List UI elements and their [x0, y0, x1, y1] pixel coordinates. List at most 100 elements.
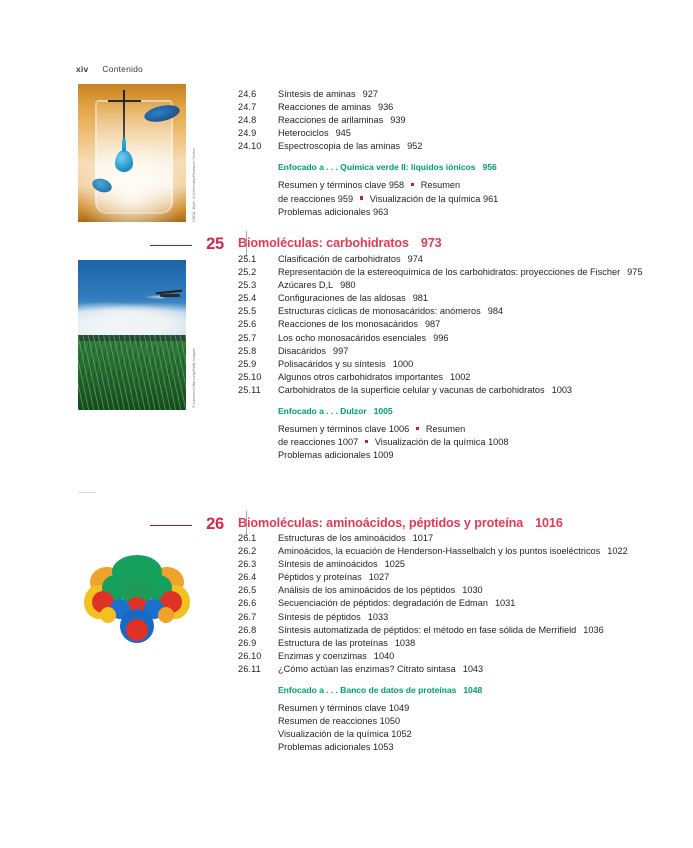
backmatter-line: Problemas adicionales 1009: [278, 449, 658, 462]
focus-on-box-25[interactable]: Enfocado a . . . Dulzor 1005: [278, 405, 658, 418]
entry-number: 26.2: [238, 546, 257, 557]
entry-title: Reacciones de los monosacáridos 987: [278, 319, 441, 330]
entry-number: 24.6: [238, 89, 257, 99]
summary-page: 1006: [388, 424, 410, 435]
toc-entry[interactable]: 26.3 Síntesis de aminoácidos 1025: [238, 558, 658, 571]
toc-entry[interactable]: 25.1 Clasificación de carbohidratos 974: [238, 253, 658, 266]
entry-page: 1040: [373, 650, 395, 661]
entry-title: Análisis de los aminoácidos de los pépti…: [278, 585, 483, 596]
focus-on-page: 956: [482, 162, 497, 173]
toc-entry[interactable]: 25.2 Representación de la estereoquímica…: [238, 266, 658, 279]
entry-number: 26.10: [238, 650, 262, 661]
visualization-label: Visualización de la química: [278, 729, 389, 740]
toc-entry[interactable]: 26.6 Secuenciación de péptidos: degradac…: [238, 597, 658, 610]
toc-entry[interactable]: 25.5 Estructuras cíclicas de monosacárid…: [238, 305, 658, 318]
entry-page: 945: [335, 128, 351, 139]
toc-entry[interactable]: 24.9 Heterociclos 945: [238, 127, 658, 140]
backmatter-line: de reacciones 959 Visualización de la qu…: [278, 193, 658, 206]
visualization-page: 1008: [488, 437, 509, 448]
entry-page: 1033: [367, 611, 389, 622]
problems-page: 1053: [373, 742, 394, 753]
entry-number: 25.10: [238, 371, 262, 382]
ribbon-segment: [126, 619, 148, 641]
chapter-page: 1016: [535, 516, 563, 530]
cane-blades-texture: [78, 335, 186, 410]
toc-entry[interactable]: 26.8 Síntesis automatizada de péptidos: …: [238, 624, 658, 637]
focus-on-box-24[interactable]: Enfocado a . . . Química verde II: líqui…: [278, 161, 658, 174]
summary-page: 1049: [388, 703, 410, 714]
entry-page: 1043: [462, 663, 484, 674]
entry-title: ¿Cómo actúan las enzimas? Citrato sintas…: [278, 663, 484, 674]
focus-on-box-26[interactable]: Enfocado a . . . Banco de datos de prote…: [278, 684, 658, 697]
entry-title: Polisacáridos y su síntesis 1000: [278, 358, 414, 369]
chapter-divider: [246, 231, 247, 257]
entry-title: Secuenciación de péptidos: degradación d…: [278, 598, 516, 609]
chapter-title: Biomoléculas: aminoácidos, péptidos y pr…: [238, 516, 563, 530]
bullet-square-icon: [359, 196, 364, 200]
toc-entry[interactable]: 24.8 Reacciones de arilaminas 939: [238, 114, 658, 127]
toc-entry[interactable]: 25.10 Algunos otros carbohidratos import…: [238, 371, 658, 384]
toc-entry[interactable]: 25.3 Azúcares D,L 980: [238, 279, 658, 292]
toc-entry[interactable]: 24.6 Síntesis de aminas 927: [238, 88, 658, 101]
entry-page: 1036: [583, 624, 604, 635]
toc-entry[interactable]: 24.7 Reacciones de aminas 936: [238, 101, 658, 114]
entry-number: 26.5: [238, 585, 257, 596]
protein-ribbon-structure-image: [76, 545, 198, 657]
toc-entry[interactable]: 25.7 Los ocho monosacáridos esenciales 99…: [238, 332, 658, 345]
backmatter-line: Resumen de reacciones 1050: [278, 715, 658, 728]
ribbon-segment: [100, 607, 116, 623]
crop-duster-sugarcane-photo: [78, 260, 186, 410]
toc-entry[interactable]: 26.1 Estructuras de los aminoácidos 1017: [238, 532, 658, 545]
entry-title: Síntesis de aminas 927: [278, 89, 378, 99]
toc-entry[interactable]: 26.7 Síntesis de péptidos 1033: [238, 611, 658, 624]
ribbon-segment: [158, 607, 174, 623]
crop-duster-plane-icon: [144, 289, 183, 299]
entry-number: 26.7: [238, 611, 257, 622]
visualization-page: 961: [482, 193, 499, 204]
toc-entry[interactable]: 25.6 Reacciones de los monosacáridos 987: [238, 318, 658, 331]
entry-number: 26.6: [238, 598, 257, 609]
visualization-page: 1052: [391, 729, 412, 740]
running-head-label: Contenido: [102, 64, 143, 74]
reactions-page: 1050: [379, 716, 401, 727]
entry-title: Carbohidratos de la superficie celular y…: [278, 384, 573, 395]
entry-title: Azúcares D,L 980: [278, 280, 356, 291]
entry-page: 975: [627, 267, 643, 278]
toc-entry[interactable]: 26.10 Enzimas y coenzimas 1040: [238, 650, 658, 663]
backmatter-line: Visualización de la química 1052: [278, 728, 658, 741]
entry-title: Clasificación de carbohidratos 974: [278, 254, 423, 264]
running-head: xiv Contenido: [76, 64, 143, 74]
toc-entry[interactable]: 26.11 ¿Cómo actúan las enzimas? Citrato …: [238, 663, 658, 676]
toc-entry[interactable]: 26.9 Estructura de las proteínas 1038: [238, 637, 658, 650]
entry-page: 1025: [384, 559, 406, 570]
toc-entry[interactable]: 24.10 Espectroscopia de las aminas 952: [238, 140, 658, 153]
entry-page: 997: [333, 345, 349, 356]
cane-photo-credit: © Lawrence Manning/Getty Images: [192, 348, 196, 408]
toc-entry[interactable]: 26.2 Aminoácidos, la ecuación de Henders…: [238, 545, 658, 558]
entry-number: 25.9: [238, 358, 257, 369]
entry-title: Estructuras de los aminoácidos 1017: [278, 533, 434, 543]
entry-page: 1000: [392, 358, 414, 369]
reactions-label: de reacciones: [278, 193, 336, 204]
chapter-25-backmatter: Resumen y términos clave 1006 Resumen de…: [278, 423, 658, 462]
backmatter-line: Problemas adicionales 963: [278, 206, 658, 219]
summary-label: Resumen y términos clave: [278, 703, 387, 714]
blue-droplet-beaker-photo: [78, 84, 186, 222]
entry-title: Enzimas y coenzimas 1040: [278, 650, 395, 661]
entry-number: 26.4: [238, 572, 257, 583]
entry-page: 996: [433, 332, 449, 343]
toc-entry[interactable]: 25.8 Disacáridos 997: [238, 345, 658, 358]
focus-on-page: 1005: [373, 406, 393, 417]
visualization-label: Visualización de la química: [369, 193, 481, 204]
toc-entry[interactable]: 26.5 Análisis de los aminoácidos de los …: [238, 584, 658, 597]
entry-page: 987: [424, 319, 441, 330]
entry-page: 1003: [551, 384, 573, 395]
toc-entry[interactable]: 25.11 Carbohidratos de la superficie cel…: [238, 384, 658, 397]
toc-entry[interactable]: 25.4 Configuraciones de las aldosas 981: [238, 292, 658, 305]
toc-entry[interactable]: 25.9 Polisacáridos y su síntesis 1000: [238, 358, 658, 371]
entry-number: 25.5: [238, 306, 257, 317]
entry-number: 25.11: [238, 384, 261, 395]
entry-number: 26.8: [238, 624, 257, 635]
entry-number: 25.3: [238, 280, 257, 291]
toc-entry[interactable]: 26.4 Péptidos y proteínas 1027: [238, 571, 658, 584]
